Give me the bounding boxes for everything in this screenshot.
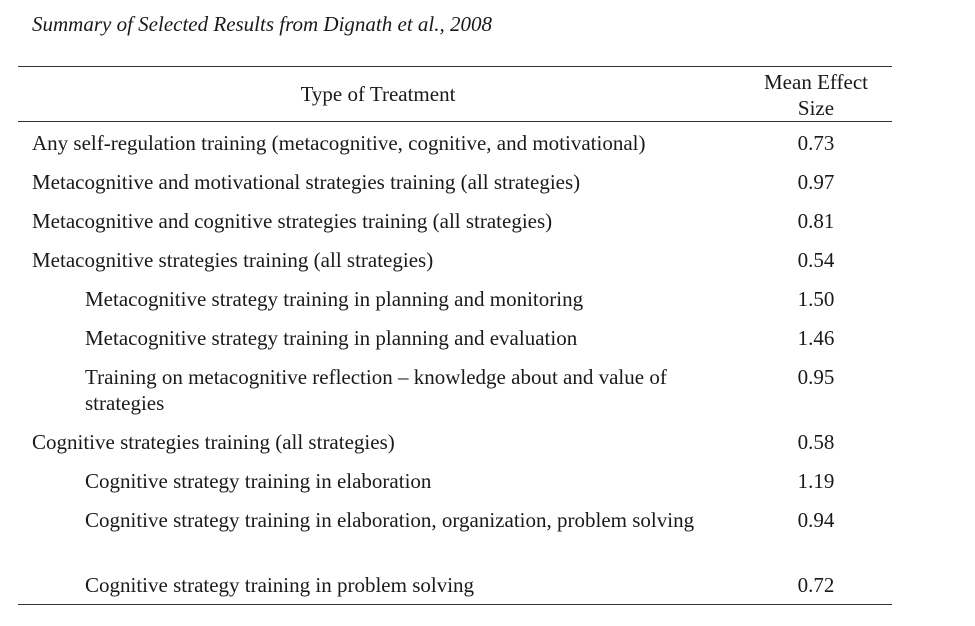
row-effect: 0.94 bbox=[797, 508, 835, 532]
table-row: Cognitive strategy training in elaborati… bbox=[18, 507, 892, 572]
row-effect: 0.72 bbox=[797, 573, 835, 597]
top-rule bbox=[18, 66, 892, 67]
header-effect-line1: Mean Effect bbox=[764, 70, 868, 94]
row-effect: 0.97 bbox=[797, 170, 835, 194]
row-treatment: Metacognitive strategies training (all s… bbox=[32, 248, 434, 272]
bottom-rule bbox=[18, 604, 892, 605]
table-row: Metacognitive strategy training in plann… bbox=[18, 286, 892, 325]
row-effect: 0.73 bbox=[797, 131, 835, 155]
row-effect: 0.54 bbox=[797, 248, 835, 272]
row-treatment: Cognitive strategy training in elaborati… bbox=[85, 508, 695, 532]
table-row: Cognitive strategies training (all strat… bbox=[18, 429, 892, 468]
table-row: Any self-regulation training (metacognit… bbox=[18, 130, 892, 169]
row-effect: 1.19 bbox=[797, 469, 835, 493]
row-effect: 0.95 bbox=[797, 365, 835, 389]
row-treatment: Cognitive strategy training in problem s… bbox=[85, 573, 475, 597]
table-row: Metacognitive and motivational strategie… bbox=[18, 169, 892, 208]
table-header: Type of Treatment Mean Effect Size bbox=[18, 67, 892, 121]
row-treatment: Metacognitive strategy training in plann… bbox=[85, 287, 584, 311]
table-row: Cognitive strategy training in elaborati… bbox=[18, 468, 892, 507]
header-effect-size: Mean Effect Size bbox=[754, 69, 878, 121]
row-treatment: Any self-regulation training (metacognit… bbox=[32, 131, 646, 155]
table-caption: Summary of Selected Results from Dignath… bbox=[32, 12, 492, 36]
table-row: Metacognitive strategies training (all s… bbox=[18, 247, 892, 286]
row-treatment: Metacognitive strategy training in plann… bbox=[85, 326, 578, 350]
row-treatment: Training on metacognitive reflection – k… bbox=[85, 365, 667, 415]
row-effect: 0.58 bbox=[797, 430, 835, 454]
header-rule bbox=[18, 121, 892, 122]
row-treatment: Cognitive strategies training (all strat… bbox=[32, 430, 395, 454]
header-treatment: Type of Treatment bbox=[300, 82, 456, 106]
row-effect: 0.81 bbox=[797, 209, 835, 233]
table-row: Metacognitive and cognitive strategies t… bbox=[18, 208, 892, 247]
table-row: Training on metacognitive reflection – k… bbox=[18, 364, 892, 429]
table-row: Metacognitive strategy training in plann… bbox=[18, 325, 892, 364]
row-effect: 1.50 bbox=[797, 287, 835, 311]
results-table: Type of Treatment Mean Effect Size Any s… bbox=[18, 66, 892, 605]
row-treatment: Metacognitive and cognitive strategies t… bbox=[32, 209, 553, 233]
row-treatment: Cognitive strategy training in elaborati… bbox=[85, 469, 432, 493]
table-row: Cognitive strategy training in problem s… bbox=[18, 572, 892, 604]
row-effect: 1.46 bbox=[797, 326, 835, 350]
header-effect-line2: Size bbox=[797, 96, 835, 120]
row-treatment: Metacognitive and motivational strategie… bbox=[32, 170, 581, 194]
